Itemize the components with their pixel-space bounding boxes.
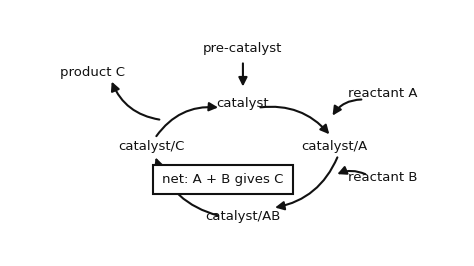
Text: product C: product C [60, 66, 125, 79]
Text: pre-catalyst: pre-catalyst [203, 42, 283, 55]
Text: catalyst/A: catalyst/A [301, 140, 368, 153]
Text: catalyst: catalyst [217, 97, 269, 110]
Text: catalyst/C: catalyst/C [118, 140, 184, 153]
Bar [153, 165, 292, 194]
Text: catalyst/AB: catalyst/AB [205, 210, 281, 223]
Text: reactant A: reactant A [348, 87, 417, 100]
Text: net: A + B gives C: net: A + B gives C [162, 173, 283, 186]
Text: reactant B: reactant B [348, 171, 417, 184]
